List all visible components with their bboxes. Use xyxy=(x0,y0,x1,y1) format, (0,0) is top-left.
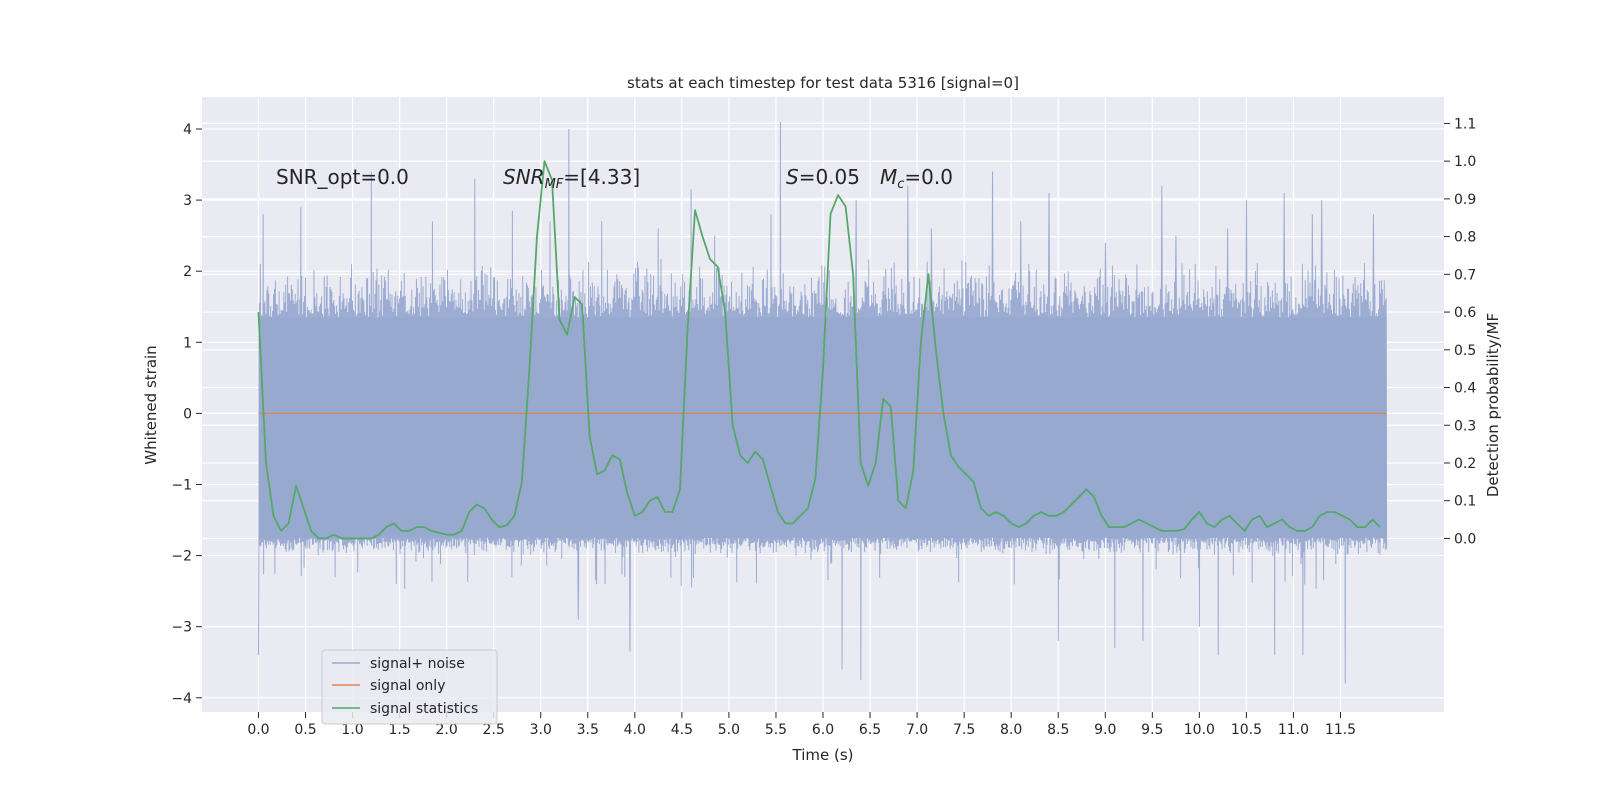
y-tick-label: −2 xyxy=(171,549,192,565)
y-tick-label: −3 xyxy=(171,620,192,636)
y2-tick-label: 0.4 xyxy=(1454,381,1476,397)
y-tick-label: −1 xyxy=(171,477,192,493)
x-tick-label: 2.5 xyxy=(483,722,505,738)
x-tick-label: 7.5 xyxy=(953,722,975,738)
x-tick-label: 8.5 xyxy=(1047,722,1069,738)
annotation-mc-sub: c xyxy=(897,177,904,192)
x-tick-label: 9.0 xyxy=(1094,722,1116,738)
x-tick-label: 4.0 xyxy=(624,722,646,738)
x-tick-label: 3.5 xyxy=(577,722,599,738)
x-tick-label: 8.0 xyxy=(1000,722,1022,738)
y2-tick-label: 0.9 xyxy=(1454,192,1476,208)
x-tick-label: 2.0 xyxy=(436,722,458,738)
x-tick-label: 7.0 xyxy=(906,722,928,738)
x-tick-label: 0.0 xyxy=(247,722,269,738)
x-tick-label: 6.0 xyxy=(812,722,834,738)
annotation-snr-opt: SNR_opt=0.0 xyxy=(276,165,409,189)
x-axis-ticks: 0.0 0.5 1.0 1.5 2.0 2.5 3.0 3.5 4.0 4.5 5.0 5.5 6.0 6… xyxy=(247,712,1356,738)
y-tick-label: 3 xyxy=(183,193,192,209)
x-tick-label: 3.0 xyxy=(530,722,552,738)
y-axis-label: Whitened strain xyxy=(142,345,160,464)
x-tick-label: 6.5 xyxy=(859,722,881,738)
y-tick-label: 0 xyxy=(183,406,192,422)
annotation-mc-value: =0.0 xyxy=(904,165,953,189)
y-tick-label: 1 xyxy=(183,335,192,351)
annotation-snr-mf-value: =[4.33] xyxy=(563,165,640,189)
y-tick-label: −4 xyxy=(171,691,192,707)
x-tick-label: 10.5 xyxy=(1231,722,1262,738)
y2-tick-label: 1.1 xyxy=(1454,116,1476,132)
legend-box xyxy=(321,649,498,725)
y2-tick-label: 0.0 xyxy=(1454,531,1476,547)
annotation-mc: Mc=0.0 xyxy=(880,165,953,192)
y2-tick-label: 0.3 xyxy=(1454,418,1476,434)
y2-tick-label: 0.7 xyxy=(1454,267,1476,283)
x-tick-label: 1.5 xyxy=(388,722,410,738)
x-tick-label: 4.5 xyxy=(671,722,693,738)
annotation-s-value: =0.05 xyxy=(799,165,860,189)
x-tick-label: 11.0 xyxy=(1278,722,1309,738)
y2-tick-label: 0.6 xyxy=(1454,305,1476,321)
y2-axis-label: Detection probability/MF xyxy=(1484,313,1502,497)
annotation-snr-mf-sub: MF xyxy=(545,177,564,192)
y2-axis-ticks: 1.1 1.0 0.9 0.8 0.7 0.6 0.5 0.4 0.3 0.2 0.1 0.0 xyxy=(1444,116,1476,547)
series-signal-noise-band xyxy=(258,317,1387,538)
x-tick-label: 1.0 xyxy=(341,722,363,738)
chart-title: stats at each timestep for test data 531… xyxy=(627,74,1019,92)
y2-tick-label: 0.1 xyxy=(1454,494,1476,510)
x-tick-label: 11.5 xyxy=(1325,722,1356,738)
x-tick-label: 10.0 xyxy=(1184,722,1215,738)
legend-label-signal-only: signal only xyxy=(370,678,445,694)
annotation-snr-mf-base: SNR xyxy=(503,165,545,189)
annotation-s-base: S xyxy=(786,165,799,189)
x-tick-label: 5.5 xyxy=(765,722,787,738)
y-tick-label: 4 xyxy=(183,122,192,138)
x-tick-label: 0.5 xyxy=(294,722,316,738)
legend-label-signal-statistics: signal statistics xyxy=(370,701,478,717)
y2-tick-label: 1.0 xyxy=(1454,154,1476,170)
series-signal-statistics xyxy=(257,160,1381,540)
legend: signal+ noise signal only signal statist… xyxy=(321,649,498,725)
x-tick-label: 9.5 xyxy=(1141,722,1163,738)
annotation-mc-base: M xyxy=(880,165,897,189)
y-axis-ticks: 4 3 2 1 0 −1 −2 −3 −4 xyxy=(171,122,202,707)
y-tick-label: 2 xyxy=(183,264,192,280)
x-tick-label: 5.0 xyxy=(718,722,740,738)
annotation-s: S=0.05 xyxy=(786,165,860,189)
y2-tick-label: 0.5 xyxy=(1454,343,1476,359)
y2-tick-label: 0.8 xyxy=(1454,230,1476,246)
legend-label-signal-noise: signal+ noise xyxy=(370,656,465,672)
y2-tick-label: 0.2 xyxy=(1454,456,1476,472)
x-axis-label: Time (s) xyxy=(792,746,854,764)
annotation-snr-mf: SNRMF=[4.33] xyxy=(503,165,640,192)
